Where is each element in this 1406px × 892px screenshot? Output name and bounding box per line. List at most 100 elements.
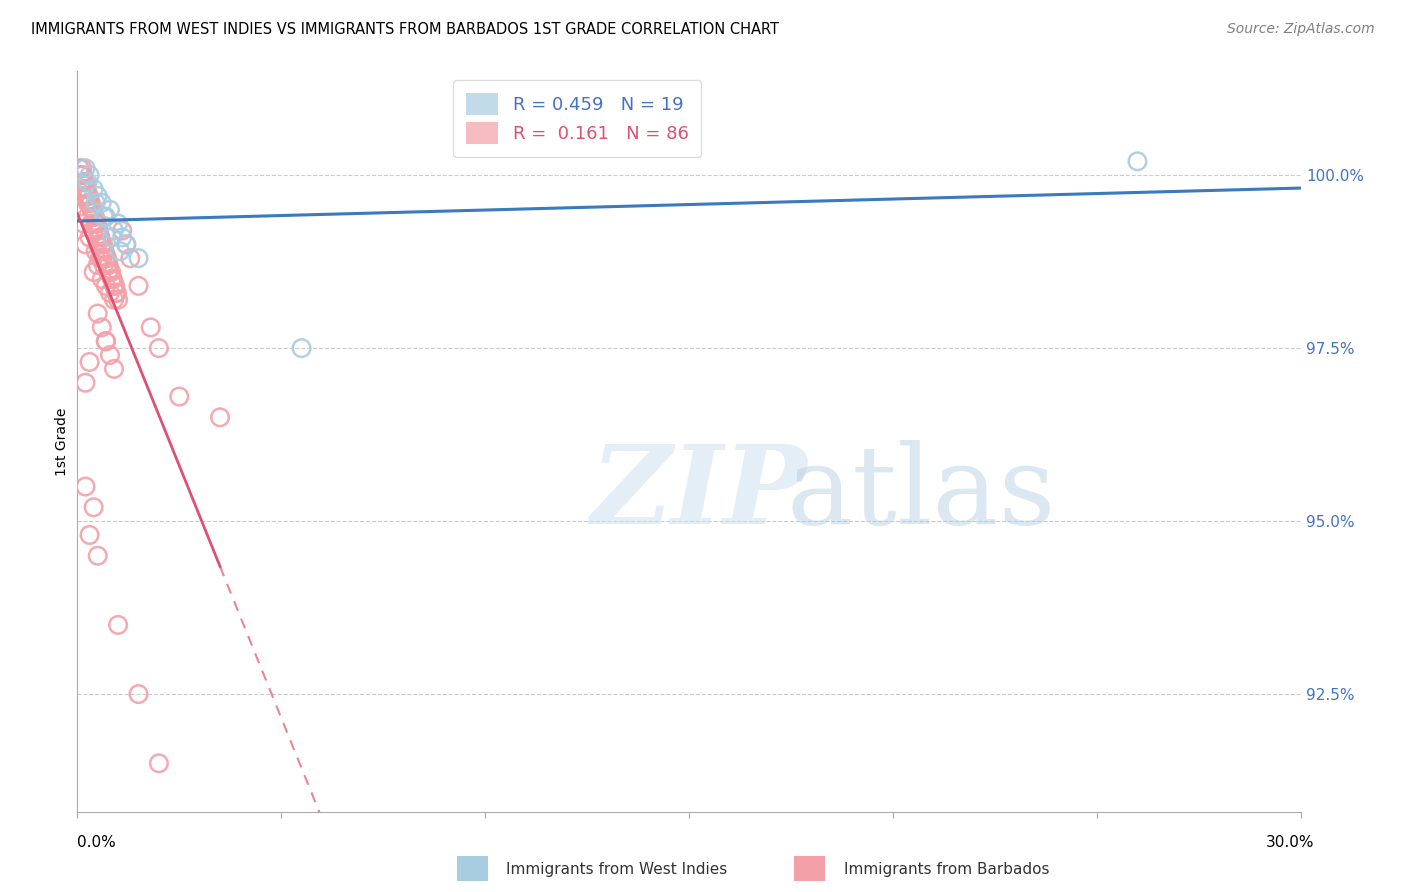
Point: [101, 230, 124, 244]
Point: [70, 182, 93, 196]
Point: [75, 237, 97, 252]
Text: Immigrants from Barbados: Immigrants from Barbados: [844, 863, 1049, 877]
Point: [107, 217, 129, 231]
Point: [101, 272, 124, 286]
Point: [93, 244, 115, 259]
Point: [148, 756, 170, 771]
Point: [120, 251, 142, 265]
Point: [103, 278, 125, 293]
Point: [111, 223, 134, 237]
Point: [209, 410, 232, 425]
Point: [103, 293, 125, 307]
Text: 0.0%: 0.0%: [77, 836, 117, 850]
Text: atlas: atlas: [787, 440, 1056, 547]
Y-axis label: 1st Grade: 1st Grade: [55, 408, 69, 475]
Point: [291, 341, 314, 355]
Point: [105, 285, 128, 300]
Point: [93, 244, 115, 259]
Point: [87, 223, 110, 237]
Point: [67, 161, 90, 176]
Point: [72, 175, 94, 189]
Point: [73, 175, 96, 189]
Legend: R = 0.459   N = 19, R =  0.161   N = 86: R = 0.459 N = 19, R = 0.161 N = 86: [453, 80, 702, 157]
Point: [72, 189, 94, 203]
Point: [97, 258, 120, 272]
Point: [73, 175, 96, 189]
Point: [111, 230, 134, 244]
Point: [76, 182, 98, 196]
Point: [84, 217, 107, 231]
Point: [103, 223, 125, 237]
Point: [72, 217, 94, 231]
Point: [84, 195, 107, 210]
Point: [82, 202, 104, 217]
Text: Source: ZipAtlas.com: Source: ZipAtlas.com: [1227, 22, 1375, 37]
Point: [90, 230, 112, 244]
Point: [128, 687, 150, 701]
Point: [75, 182, 97, 196]
Point: [139, 320, 162, 334]
Point: [83, 500, 105, 515]
Point: [148, 341, 170, 355]
Point: [90, 251, 112, 265]
Point: [82, 202, 104, 217]
Point: [77, 189, 100, 203]
Point: [87, 189, 110, 203]
Point: [93, 210, 115, 224]
Point: [87, 223, 110, 237]
Point: [1126, 154, 1149, 169]
Point: [96, 251, 118, 265]
Point: [90, 272, 112, 286]
Point: [75, 161, 97, 176]
Point: [87, 237, 110, 252]
Point: [77, 189, 100, 203]
Point: [104, 278, 127, 293]
Point: [79, 355, 101, 369]
Point: [83, 210, 105, 224]
Point: [94, 251, 117, 265]
Point: [115, 237, 138, 252]
Point: [93, 258, 115, 272]
Point: [69, 168, 91, 182]
Point: [91, 237, 114, 252]
Point: [105, 285, 128, 300]
Point: [128, 251, 150, 265]
Point: [128, 278, 150, 293]
Point: [72, 168, 94, 182]
Point: [107, 618, 129, 632]
Point: [79, 528, 101, 542]
Point: [108, 244, 131, 259]
Point: [79, 195, 101, 210]
Point: [94, 334, 117, 349]
Point: [87, 549, 110, 563]
Point: [79, 195, 101, 210]
Point: [89, 251, 111, 265]
Text: IMMIGRANTS FROM WEST INDIES VS IMMIGRANTS FROM BARBADOS 1ST GRADE CORRELATION CH: IMMIGRANTS FROM WEST INDIES VS IMMIGRANT…: [31, 22, 779, 37]
Point: [84, 244, 107, 259]
Point: [86, 217, 108, 231]
Point: [75, 479, 97, 493]
Point: [100, 265, 122, 279]
Point: [94, 210, 117, 224]
Point: [86, 217, 108, 231]
Point: [103, 362, 125, 376]
Point: [90, 195, 112, 210]
Point: [169, 390, 191, 404]
Point: [94, 278, 117, 293]
Point: [97, 258, 120, 272]
Point: [80, 195, 103, 210]
Point: [98, 202, 121, 217]
Point: [80, 202, 103, 217]
Point: [76, 195, 98, 210]
Text: ZIP: ZIP: [591, 440, 807, 547]
Point: [76, 175, 98, 189]
Point: [76, 210, 98, 224]
Point: [70, 168, 93, 182]
Point: [94, 334, 117, 349]
Point: [101, 272, 124, 286]
Point: [98, 285, 121, 300]
Point: [98, 265, 121, 279]
Point: [79, 230, 101, 244]
Point: [75, 376, 97, 390]
Point: [83, 182, 105, 196]
